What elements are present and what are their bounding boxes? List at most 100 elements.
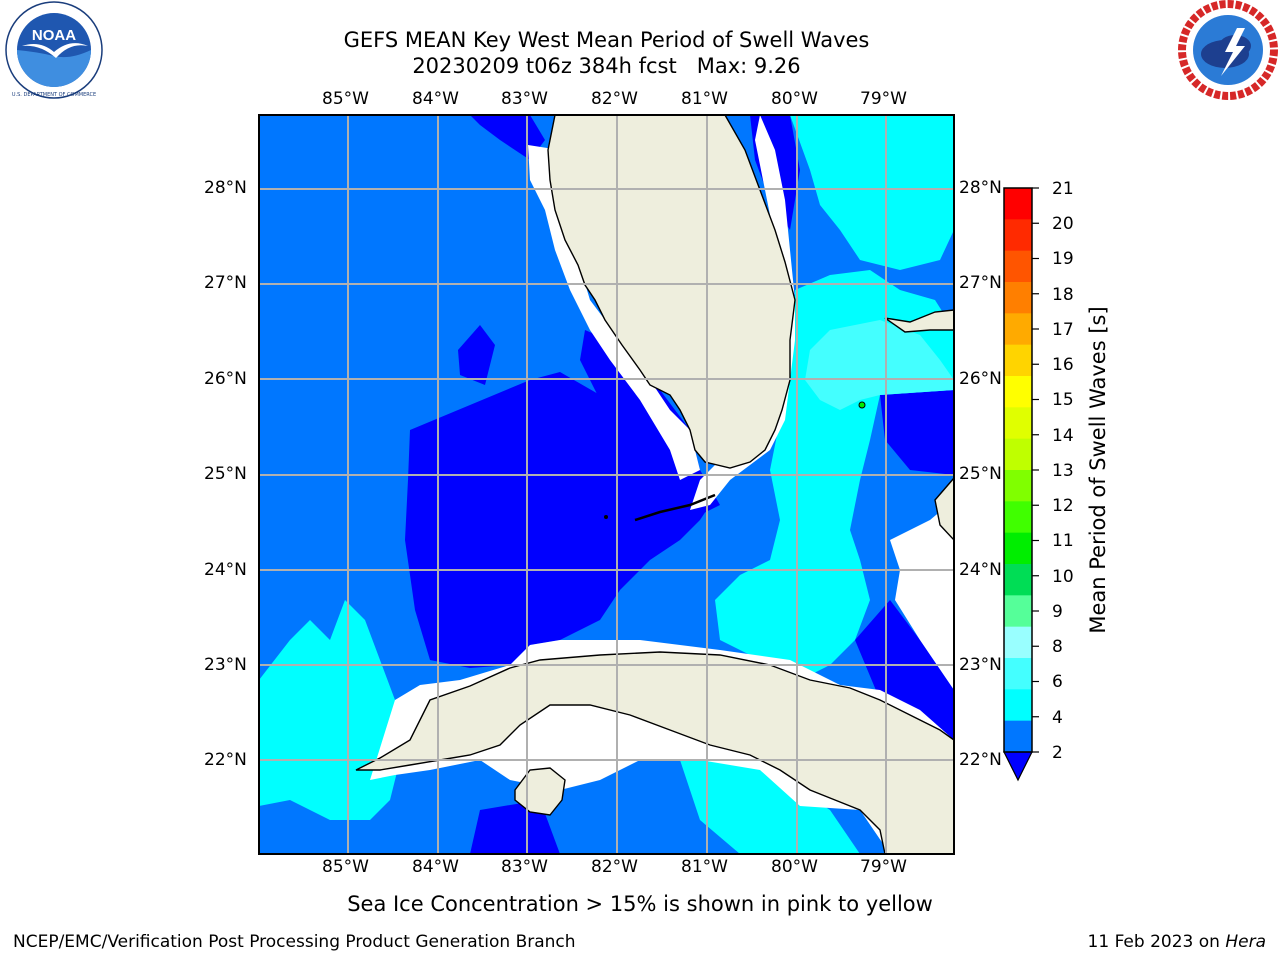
colorbar-bin	[1004, 250, 1032, 283]
nodata-cuba	[370, 640, 954, 854]
ocean-cyan-south	[680, 750, 860, 854]
colorbar-tick-label: 9	[1052, 602, 1063, 622]
lon-label-bottom: 79°W	[860, 857, 907, 877]
lon-label-top: 80°W	[771, 89, 818, 109]
lat-label-right: 25°N	[959, 464, 1002, 484]
colorbar-bin	[1004, 313, 1032, 346]
lat-label-right: 27°N	[959, 273, 1002, 293]
ocean-dark-south	[470, 800, 560, 854]
map-title: GEFS MEAN Key West Mean Period of Swell …	[343, 28, 870, 52]
ocean-cyan-east	[715, 270, 954, 680]
ocean-cyan-pale	[805, 320, 954, 410]
ocean-cyan-northeast	[790, 115, 954, 270]
lon-label-bottom: 83°W	[501, 857, 548, 877]
lat-label-left: 24°N	[204, 560, 247, 580]
colorbar-bin	[1004, 564, 1032, 596]
colorbar-tick-label: 13	[1052, 461, 1074, 481]
lon-label-top: 81°W	[681, 89, 728, 109]
colorbar-bin	[1004, 407, 1032, 440]
colorbar-bin	[1004, 470, 1032, 502]
lat-label-left: 28°N	[204, 178, 247, 198]
land-florida-keys	[634, 493, 716, 522]
lat-label-left: 25°N	[204, 464, 247, 484]
map-subtitle: 20230209 t06z 384h fcst Max: 9.26	[412, 54, 801, 78]
colorbar-frame	[1003, 187, 1033, 753]
colorbar-bin	[1004, 282, 1032, 314]
noaa-logo: NOAA U.S. DEPARTMENT OF COMMERCE	[5, 1, 103, 99]
lon-label-bottom: 81°W	[681, 857, 728, 877]
nodata-florida-east	[690, 115, 795, 510]
colorbar-tick-label: 4	[1052, 708, 1063, 728]
footer-date: 11 Feb 2023 on Hera	[1088, 932, 1266, 952]
colorbar-tick-label: 14	[1052, 426, 1074, 446]
lon-label-bottom: 85°W	[322, 857, 369, 877]
lon-label-top: 83°W	[501, 89, 548, 109]
lat-label-right: 23°N	[959, 655, 1002, 675]
colorbar-bin	[1004, 438, 1032, 471]
svg-text:U.S. DEPARTMENT OF COMMERCE: U.S. DEPARTMENT OF COMMERCE	[12, 92, 96, 98]
land-isla-juventud	[514, 767, 566, 816]
ocean-dark-shelf	[580, 330, 720, 520]
footer-credit: NCEP/EMC/Verification Post Processing Pr…	[13, 932, 576, 952]
lon-label-top: 82°W	[591, 89, 638, 109]
footer-host: Hera	[1225, 932, 1266, 952]
land-cuba	[355, 651, 954, 854]
nodata-bahamas	[890, 500, 954, 690]
lat-label-right: 24°N	[959, 560, 1002, 580]
lon-label-bottom: 80°W	[771, 857, 818, 877]
land-andros	[934, 476, 954, 542]
lat-label-left: 26°N	[204, 369, 247, 389]
colorbar-tick-label: 20	[1052, 214, 1074, 234]
ocean-dark-north	[470, 115, 545, 160]
colorbar-tick-label: 17	[1052, 320, 1074, 340]
colorbar-bin	[1004, 720, 1032, 753]
colorbar-tick-label: 6	[1052, 672, 1063, 692]
colorbar-tick-label: 15	[1052, 390, 1074, 410]
lat-label-left: 22°N	[204, 750, 247, 770]
svg-text:NOAA: NOAA	[32, 27, 76, 44]
ocean-cyan-west	[259, 600, 400, 820]
colorbar-tick-label: 10	[1052, 567, 1074, 587]
map-frame	[258, 114, 955, 855]
colorbar-bin	[1004, 376, 1032, 408]
colorbar-bin	[1004, 344, 1032, 377]
colorbar-bin	[1004, 626, 1032, 659]
ocean-dark-southeast	[855, 600, 954, 740]
colorbar-tick-label: 18	[1052, 285, 1074, 305]
colorbar-bin	[1004, 501, 1032, 534]
colorbar-tick-label: 16	[1052, 355, 1074, 375]
colorbar-bin	[1004, 188, 1032, 220]
ocean-dark-patch	[458, 325, 495, 385]
lat-label-right: 22°N	[959, 750, 1002, 770]
lat-label-left: 27°N	[204, 273, 247, 293]
colorbar-tick-label: 19	[1052, 249, 1074, 269]
lon-label-top: 84°W	[412, 89, 459, 109]
colorbar-tick-label: 8	[1052, 637, 1063, 657]
land-florida	[547, 115, 796, 469]
lon-label-top: 79°W	[860, 89, 907, 109]
lon-label-bottom: 82°W	[591, 857, 638, 877]
colorbar-bin	[1004, 532, 1032, 565]
sea-ice-note: Sea Ice Concentration > 15% is shown in …	[347, 892, 933, 916]
footer-date-text: 11 Feb 2023 on	[1087, 932, 1226, 952]
colorbar-bin	[1004, 689, 1032, 722]
colorbar-tick-label: 12	[1052, 496, 1074, 516]
ocean-dark-central	[405, 372, 710, 668]
land-grand-bahama	[884, 309, 954, 333]
colorbar-extend-triangle	[1003, 751, 1033, 782]
ocean-dark-east	[880, 390, 954, 475]
colorbar-tick-label: 21	[1052, 179, 1074, 199]
lat-label-left: 23°N	[204, 655, 247, 675]
colorbar-tick-label: 2	[1052, 743, 1063, 763]
lon-label-bottom: 84°W	[412, 857, 459, 877]
nws-logo	[1178, 0, 1278, 100]
colorbar-tick-label: 11	[1052, 531, 1074, 551]
ocean-dark-east-coast	[750, 115, 800, 230]
nodata-florida-west	[528, 145, 700, 480]
lon-label-top: 85°W	[322, 89, 369, 109]
ocean-base	[259, 115, 954, 854]
colorbar-label: Mean Period of Swell Waves [s]	[1086, 306, 1110, 634]
colorbar-bin	[1004, 658, 1032, 690]
lat-label-right: 28°N	[959, 178, 1002, 198]
lat-label-right: 26°N	[959, 369, 1002, 389]
